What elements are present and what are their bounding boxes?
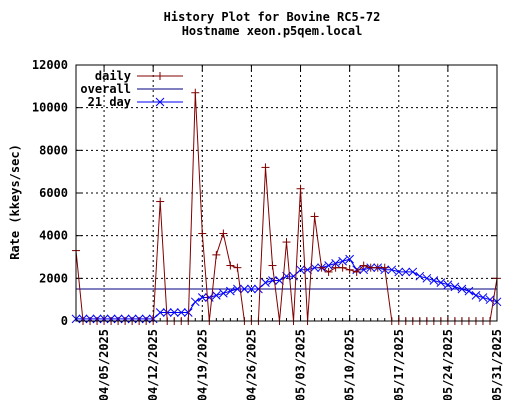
avg-21-day-series-point bbox=[338, 256, 347, 266]
y-tick-label: 6000 bbox=[39, 186, 68, 200]
avg-21-day-series-point bbox=[176, 308, 186, 317]
avg-21-day-series-point bbox=[457, 284, 467, 294]
avg-21-day-series-point bbox=[359, 265, 369, 275]
x-tick-label: 05/31/2025 bbox=[490, 329, 504, 400]
x-tick-label: 05/17/2025 bbox=[392, 329, 406, 400]
avg-21-day-series-point bbox=[345, 254, 355, 264]
avg-21-day-series-point bbox=[478, 293, 488, 302]
avg-21-day-series-point bbox=[485, 295, 495, 305]
avg-21-day-series-point bbox=[197, 293, 207, 302]
grid-lines bbox=[76, 65, 497, 321]
daily-series-line bbox=[75, 92, 498, 322]
x-tick-label: 04/05/2025 bbox=[97, 329, 111, 400]
y-tick-label: 8000 bbox=[39, 143, 68, 157]
avg-21-day-series-point bbox=[401, 267, 411, 277]
avg-21-day-series-point bbox=[450, 282, 460, 292]
legend-marker bbox=[155, 97, 165, 107]
avg-21-day-series-point bbox=[275, 276, 284, 285]
axis-ticks: 0 2000 4000 6000 8000 10000 12000 04/05/2025 04/… bbox=[32, 58, 504, 400]
legend-label: overall bbox=[80, 82, 131, 96]
avg-21-day-series-point bbox=[422, 273, 432, 283]
avg-21-day-series-point bbox=[387, 265, 397, 275]
avg-21-day-series-point bbox=[226, 286, 235, 296]
avg-21-day-series-point bbox=[471, 291, 481, 300]
x-tick-label: 04/26/2025 bbox=[244, 329, 258, 400]
avg-21-day-series-point bbox=[415, 271, 425, 281]
chart-title: History Plot for Bovine RC5-72 bbox=[164, 10, 381, 24]
avg-21-day-series-point bbox=[162, 308, 172, 317]
legend-label: 21 day bbox=[88, 95, 131, 109]
chart-subtitle: Hostname xeon.p5qem.local bbox=[182, 24, 363, 38]
y-tick-label: 4000 bbox=[39, 229, 68, 243]
avg-21-day-series-point bbox=[268, 276, 277, 285]
avg-21-day-series-point bbox=[394, 267, 404, 277]
y-axis-label: Rate (kkeys/sec) bbox=[8, 144, 22, 260]
avg-21-day-series-point bbox=[331, 259, 340, 268]
x-tick-label: 05/03/2025 bbox=[294, 329, 308, 400]
avg-21-day-series-point bbox=[408, 267, 418, 277]
avg-21-day-series-point bbox=[169, 308, 179, 317]
avg-21-day-series-point bbox=[254, 284, 263, 294]
avg-21-day-series-point bbox=[296, 265, 305, 275]
avg-21-day-series-point bbox=[247, 284, 256, 294]
avg-21-day-series-point bbox=[324, 261, 333, 270]
x-tick-label: 05/10/2025 bbox=[343, 329, 357, 400]
avg-21-day-series-point bbox=[261, 278, 270, 287]
y-tick-label: 0 bbox=[61, 314, 68, 328]
y-tick-label: 10000 bbox=[32, 101, 68, 115]
avg-21-day-series-point bbox=[443, 280, 453, 290]
legend-label: daily bbox=[95, 69, 131, 83]
plot-frame bbox=[75, 64, 498, 322]
y-tick-label: 2000 bbox=[39, 271, 68, 285]
series-layer bbox=[71, 88, 502, 325]
avg-21-day-series-point bbox=[310, 263, 319, 273]
x-tick-label: 04/12/2025 bbox=[146, 329, 160, 400]
daily-series bbox=[72, 88, 501, 325]
avg-21-day-series-point bbox=[218, 288, 228, 298]
avg-21-day-series-point bbox=[436, 278, 446, 287]
y-tick-label: 12000 bbox=[32, 58, 68, 72]
x-tick-label: 04/19/2025 bbox=[195, 329, 209, 400]
avg-21-day-series-point bbox=[190, 297, 200, 307]
avg-21-day-series-point bbox=[155, 308, 165, 317]
x-tick-label: 05/24/2025 bbox=[441, 329, 455, 400]
avg-21-day-series-point bbox=[464, 286, 474, 296]
avg-21-day-series-point bbox=[429, 276, 439, 285]
avg-21-day-series-point bbox=[211, 291, 221, 300]
avg-21-day-series-point bbox=[240, 284, 249, 294]
